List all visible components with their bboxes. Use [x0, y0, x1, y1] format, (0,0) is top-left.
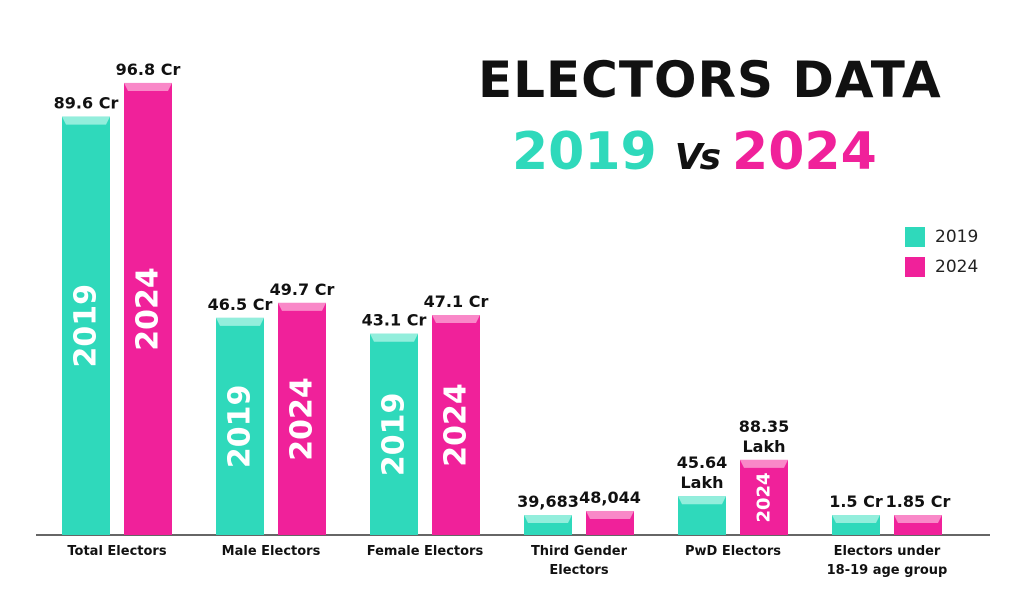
bar-body [124, 82, 172, 535]
chart-title: ELECTORS DATA [478, 51, 942, 109]
chart-subtitle: 2019 Vs 2024 [512, 120, 877, 184]
category-label-4: Third Gender [531, 544, 628, 559]
subtitle-vs: Vs [674, 137, 721, 178]
bar-body [432, 315, 480, 535]
bar-inner-label-2024: 2024 [285, 377, 320, 461]
bar-2024-4 [586, 510, 634, 535]
data-label-2024-4: 48,044 [579, 488, 641, 507]
bar-2024-6 [894, 515, 942, 535]
bar-top-bevel [832, 515, 880, 523]
data-label-2024-5: Lakh [742, 437, 785, 456]
data-label-2019-5: Lakh [680, 473, 723, 492]
bar-top-bevel [678, 496, 726, 505]
subtitle-year-2019: 2019 [512, 122, 657, 182]
bar-body [278, 302, 326, 535]
subtitle-year-2024: 2024 [732, 122, 877, 182]
bar-2019-1: 2019 [62, 116, 110, 536]
data-label-2019-6: 1.5 Cr [829, 492, 883, 511]
data-label-2024-1: 96.8 Cr [116, 60, 181, 79]
bar-top-bevel [894, 515, 942, 523]
bar-inner-label-2019: 2019 [223, 385, 258, 469]
bar-body [62, 116, 110, 536]
legend-label-2024: 2024 [935, 257, 979, 277]
data-label-2019-1: 89.6 Cr [54, 94, 119, 113]
bar-2019-3: 2019 [370, 333, 418, 535]
bar-inner-label-2019: 2019 [69, 284, 104, 368]
category-label-6: Electors under [834, 544, 941, 559]
bar-2019-5 [678, 496, 726, 535]
bar-body [216, 317, 264, 535]
legend-label-2019: 2019 [935, 227, 979, 247]
data-label-2024-3: 47.1 Cr [424, 292, 489, 311]
data-label-2019-5: 45.64 [677, 453, 728, 472]
legend-item-2019: 2019 [905, 222, 978, 252]
data-label-2024-5: 88.35 [739, 417, 790, 436]
bar-body [370, 333, 418, 535]
legend-swatch-2019 [905, 227, 925, 247]
category-label-3: Female Electors [367, 544, 484, 559]
bar-top-bevel [278, 302, 326, 311]
bar-inner-label-2024: 2024 [131, 267, 166, 351]
bar-2019-6 [832, 515, 880, 535]
bar-top-bevel [586, 510, 634, 519]
bar-inner-label-2019: 2019 [377, 393, 412, 477]
data-label-2024-2: 49.7 Cr [270, 280, 335, 299]
bar-body [740, 459, 788, 535]
bar-inner-label-2024: 2024 [754, 472, 775, 522]
bar-top-bevel [370, 333, 418, 342]
category-label-4: Electors [549, 563, 608, 578]
category-label-5: PwD Electors [685, 544, 781, 559]
bar-2019-4 [524, 515, 572, 535]
bar-top-bevel [740, 459, 788, 468]
bar-top-bevel [124, 82, 172, 91]
bar-inner-label-2024: 2024 [439, 383, 474, 467]
bar-top-bevel [216, 317, 264, 326]
data-label-2019-3: 43.1 Cr [362, 311, 427, 330]
bar-2024-1: 2024 [124, 82, 172, 535]
bar-2019-2: 2019 [216, 317, 264, 535]
category-label-1: Total Electors [67, 544, 166, 559]
data-label-2019-4: 39,683 [517, 492, 579, 511]
bar-top-bevel [524, 515, 572, 523]
category-label-2: Male Electors [222, 544, 321, 559]
bar-2024-2: 2024 [278, 302, 326, 535]
data-label-2019-2: 46.5 Cr [208, 295, 273, 314]
bar-2024-3: 2024 [432, 315, 480, 535]
bar-2024-5: 2024 [740, 459, 788, 535]
legend-swatch-2024 [905, 257, 925, 277]
chart-legend: 2019 2024 [905, 222, 978, 282]
bar-top-bevel [432, 315, 480, 324]
category-label-6: 18-19 age group [827, 563, 948, 578]
bar-top-bevel [62, 116, 110, 125]
data-label-2024-6: 1.85 Cr [886, 492, 951, 511]
legend-item-2024: 2024 [905, 252, 978, 282]
